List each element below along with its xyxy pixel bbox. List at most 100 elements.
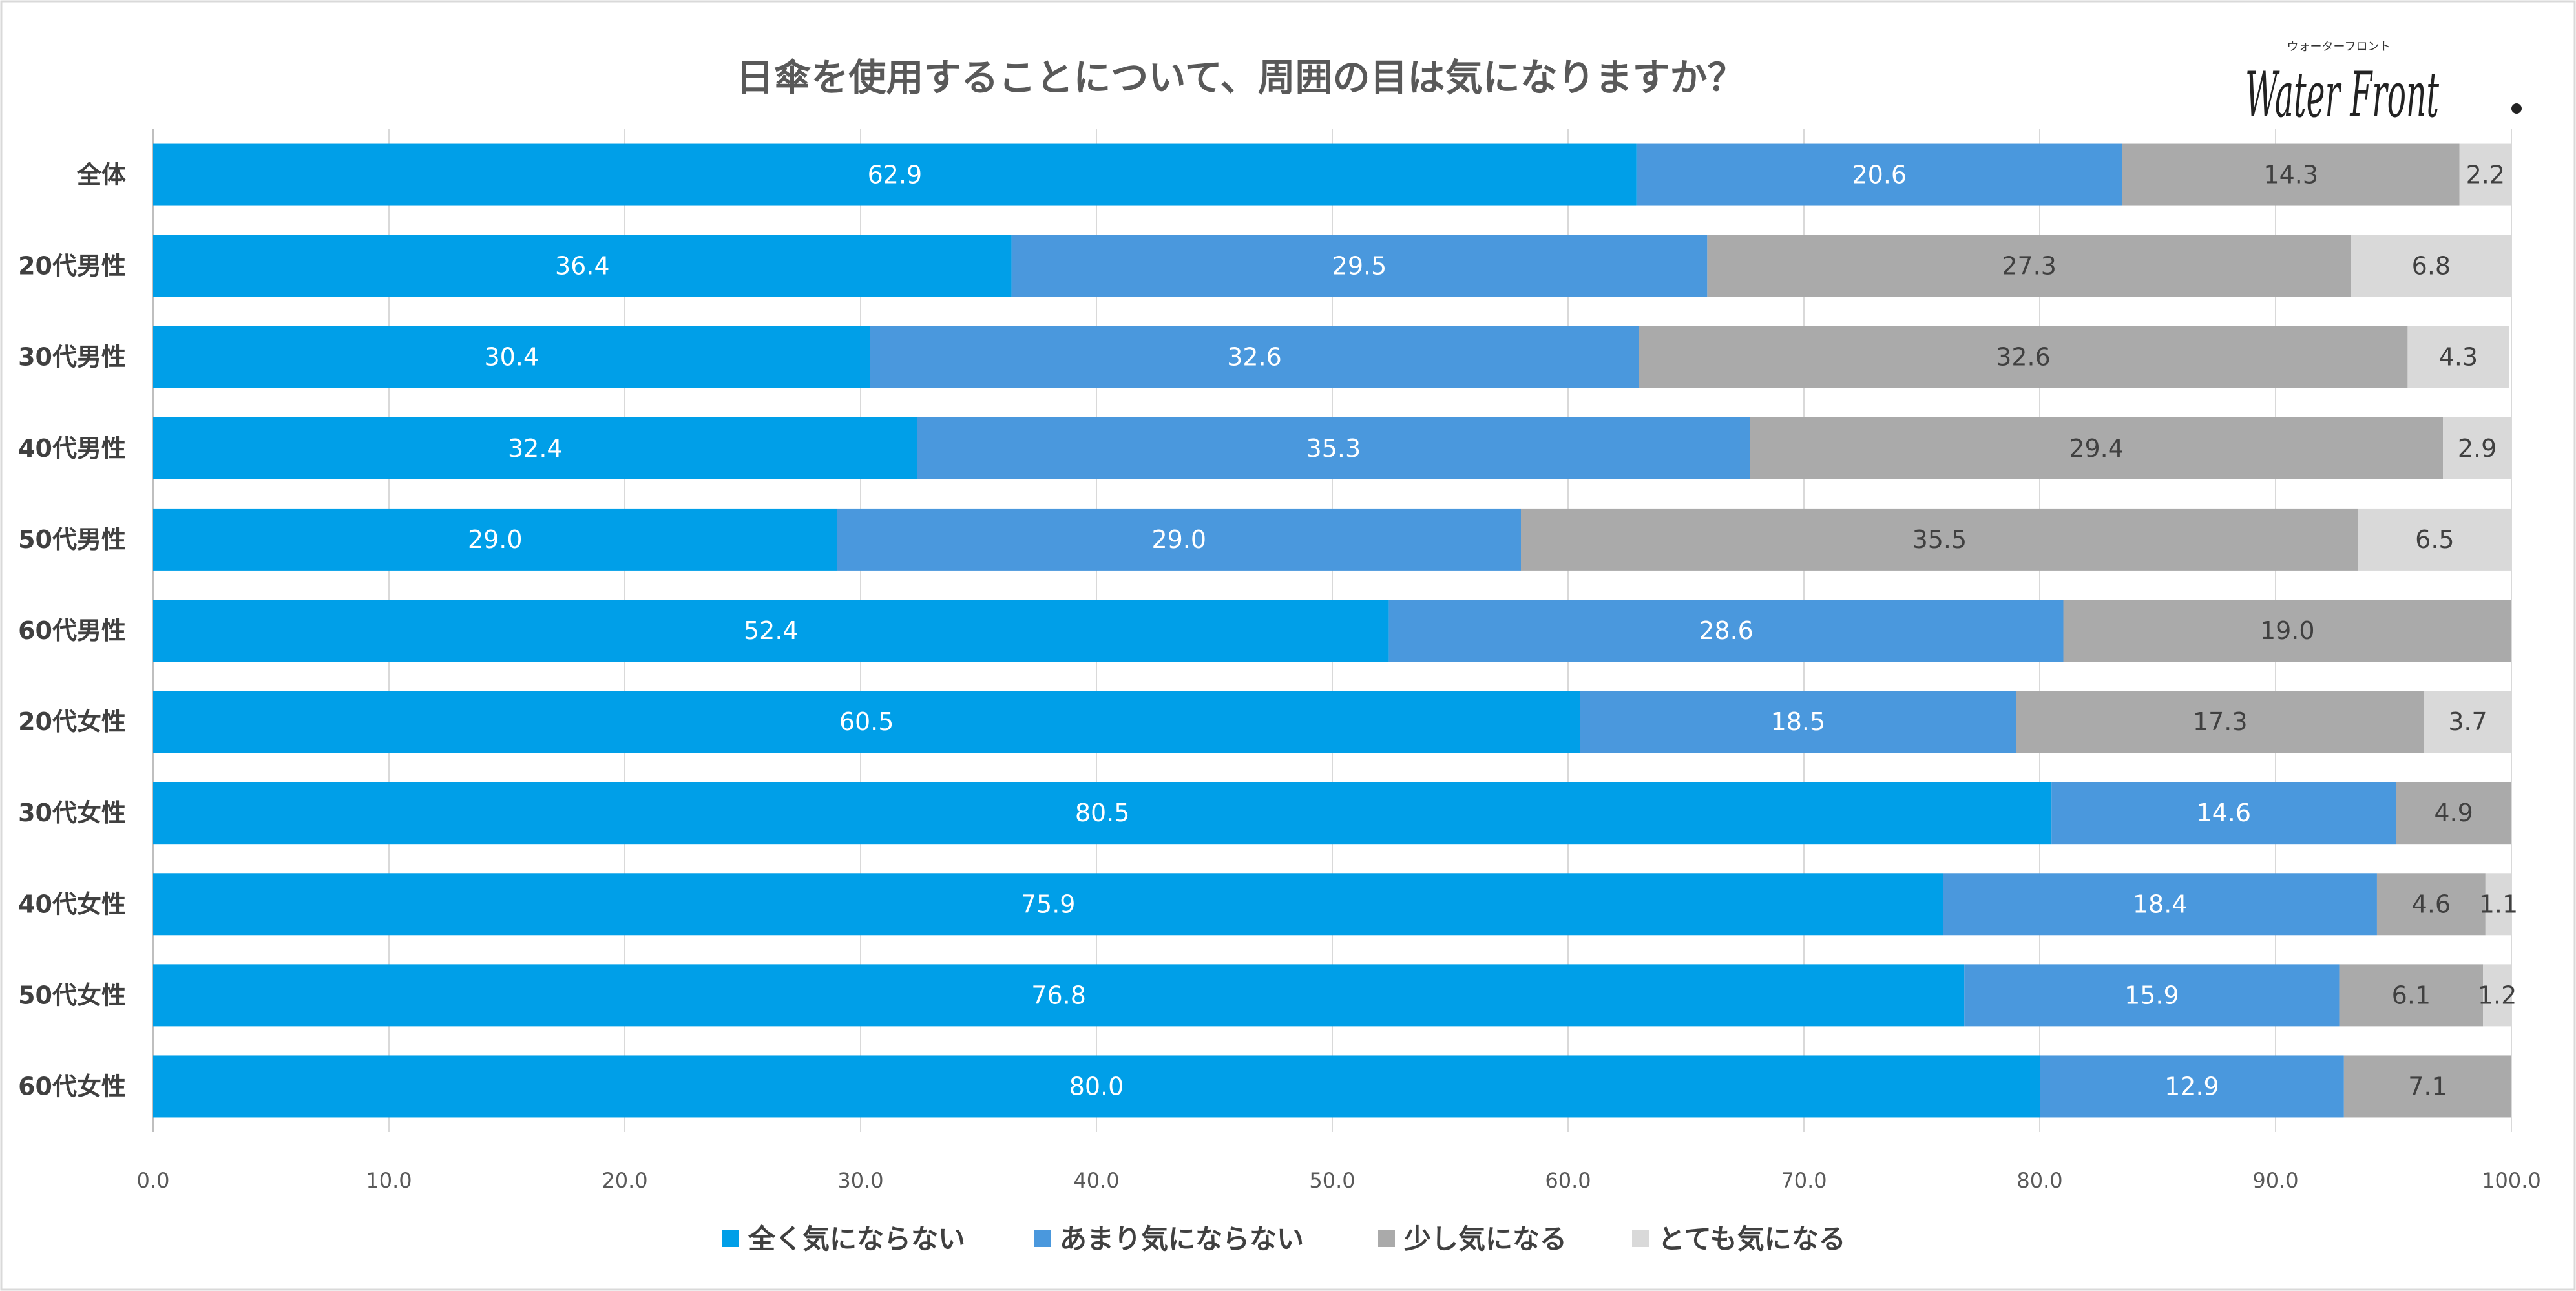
bar-segment [1707,235,2351,297]
bar-segment [2485,873,2511,936]
data-label: 76.8 [1031,981,1086,1009]
data-label: 18.4 [2133,890,2188,918]
data-label: 6.1 [2392,981,2431,1009]
data-label: 60.5 [839,708,894,736]
bar-segment [870,326,1639,388]
bar-segment [2358,508,2511,571]
data-label: 36.4 [555,252,610,280]
x-tick-label: 70.0 [1781,1168,1827,1193]
data-label: 14.3 [2263,161,2318,189]
x-tick-label: 60.0 [1545,1168,1591,1193]
category-label: 40代女性 [18,890,126,918]
bar-segment [2459,143,2511,206]
legend-swatch [1378,1230,1395,1247]
bar-segment [1521,508,2358,571]
bar-segment [2016,691,2424,753]
data-label: 20.6 [1852,161,1907,189]
bar-segment [2443,417,2511,479]
data-label: 30.4 [484,343,539,372]
bar-segment [1750,417,2444,479]
data-label: 80.0 [1069,1072,1124,1100]
legend-swatch [1632,1230,1649,1247]
data-label: 62.9 [868,161,923,189]
legend-swatch [1034,1230,1051,1247]
category-label: 全体 [76,161,126,189]
data-label: 80.5 [1075,799,1130,827]
legend: 全く気にならない あまり気にならない 少し気になる とても気になる [722,1223,1846,1255]
category-label: 50代女性 [18,981,126,1009]
bar-segment [1636,143,2122,206]
x-tick-label: 80.0 [2016,1168,2062,1193]
chart-title: 日傘を使用することについて、周囲の目は気になりますか？ [736,56,1744,100]
bar-segment [2351,235,2511,297]
bar-segment [917,417,1750,479]
category-label: 40代男性 [18,434,126,463]
x-tick-label: 10.0 [366,1168,412,1193]
bar-segment [2376,873,2486,936]
data-label: 29.0 [1151,525,1206,554]
x-tick-label: 100.0 [2482,1168,2541,1193]
data-label: 2.2 [2466,161,2505,189]
category-label: 60代男性 [18,616,126,645]
data-label: 52.4 [744,616,799,645]
data-label: 35.5 [1912,525,1967,554]
data-label: 27.3 [2002,252,2057,280]
data-label: 35.3 [1306,434,1361,463]
data-label: 15.9 [2124,981,2179,1009]
bar-segment [1011,235,1708,297]
bar-segment [153,782,2052,845]
bar-segment [153,1055,2040,1118]
bar-segment [153,326,870,388]
legend-swatch [722,1230,739,1247]
logo-main-text: Water Front [2245,59,2439,131]
bar-segment [153,964,1965,1027]
bar-segment [1964,964,2340,1027]
data-label: 32.6 [1227,343,1282,372]
bar-segment [2063,600,2511,662]
bar-segment [153,143,1637,206]
data-label: 19.0 [2260,616,2315,645]
legend-label: 全く気にならない [748,1223,965,1255]
legend-label: とても気になる [1658,1223,1846,1255]
data-label: 4.3 [2439,343,2478,372]
category-label: 30代男性 [18,343,126,372]
bar-segment [1388,600,2064,662]
x-tick-label: 0.0 [137,1168,170,1193]
bar-segment [153,508,837,571]
bar-segment [2051,782,2396,845]
logo-top-text: ウォーターフロント [2287,40,2391,54]
registered-mark-icon [2511,103,2522,114]
data-label: 1.2 [2478,981,2517,1009]
data-label: 32.6 [1996,343,2051,372]
bar-segment [153,417,917,479]
x-tick-label: 50.0 [1309,1168,1355,1193]
data-label: 32.4 [508,434,563,463]
data-label: 6.5 [2415,525,2454,554]
data-label: 3.7 [2448,708,2487,736]
data-label: 18.5 [1771,708,1826,736]
data-label: 4.9 [2434,799,2473,827]
bars: 62.9 20.6 14.3 2.2 36.4 29.5 27.3 6.8 30.4 32.6 32… [153,143,2518,1118]
bar-segment [1639,326,2408,388]
data-label: 28.6 [1699,616,1754,645]
data-label: 29.4 [2069,434,2124,463]
legend-label: 少し気になる [1404,1223,1567,1255]
data-label: 29.0 [468,525,523,554]
data-label: 29.5 [1332,252,1387,280]
data-label: 6.8 [2412,252,2451,280]
legend-label: あまり気にならない [1060,1223,1304,1255]
x-tick-label: 20.0 [602,1168,647,1193]
x-tick-label: 90.0 [2252,1168,2298,1193]
category-labels: 全体 20代男性 30代男性 40代男性 50代男性 60代男性 20代女性 30代女性 40代… [18,161,126,1101]
brand-logo: ウォーターフロント Water Front [2245,40,2522,131]
data-label: 2.9 [2458,434,2497,463]
bar-segment [2396,782,2511,845]
category-label: 60代女性 [18,1072,126,1100]
bar-segment [153,235,1012,297]
bar-segment [2343,1055,2511,1118]
data-label: 14.6 [2196,799,2251,827]
data-label: 12.9 [2164,1072,2219,1100]
bar-segment [837,508,1521,571]
